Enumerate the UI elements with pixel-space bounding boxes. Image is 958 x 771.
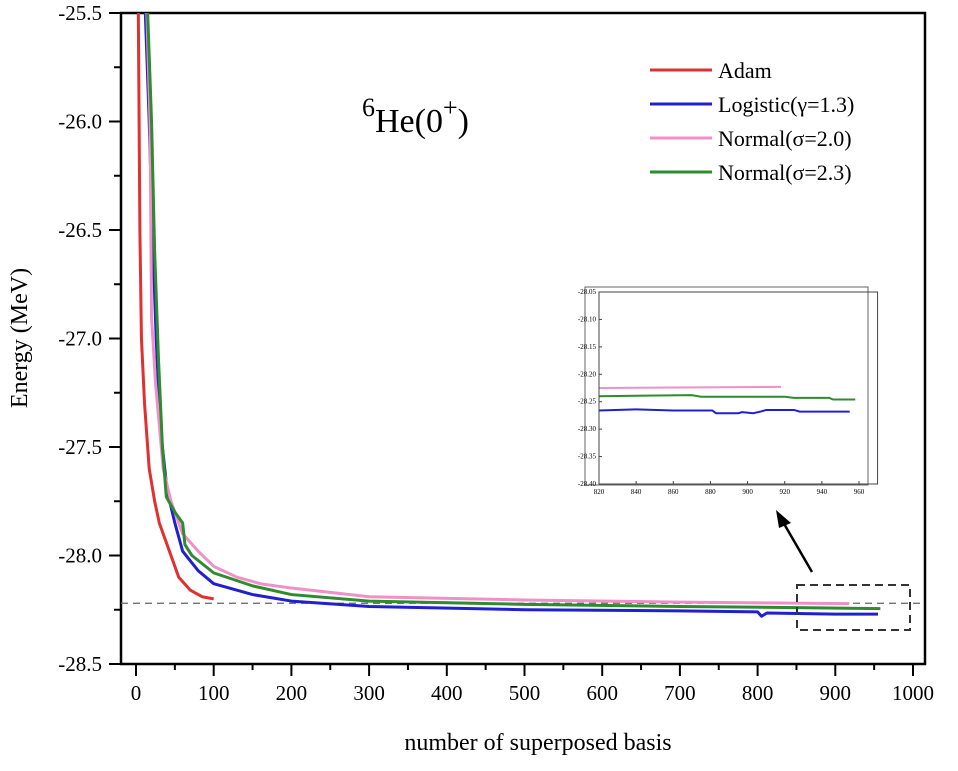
x-tick-label: 0 bbox=[131, 681, 142, 705]
zoom-region-box bbox=[796, 584, 911, 631]
x-tick-label: 400 bbox=[431, 681, 463, 705]
zoom-arrow bbox=[781, 521, 814, 573]
inset-y-tick-label: -28.10 bbox=[578, 315, 597, 323]
inset-x-tick-label: 900 bbox=[742, 488, 753, 496]
y-axis-label: Energy (MeV) bbox=[7, 268, 33, 408]
inset-x-tick-label: 880 bbox=[705, 488, 716, 496]
legend-label: Normal(σ=2.0) bbox=[718, 126, 852, 151]
series-line-normal-2-3- bbox=[146, 12, 881, 611]
inset-x-tick-label: 920 bbox=[779, 488, 790, 496]
y-tick-label: -27.0 bbox=[58, 327, 102, 351]
y-tick-label: -28.0 bbox=[58, 544, 102, 568]
inset-series-line-normal-2-3- bbox=[598, 394, 856, 401]
title-superscript: + bbox=[443, 93, 458, 122]
x-tick-label: 600 bbox=[586, 681, 618, 705]
x-tick-label: 300 bbox=[353, 681, 385, 705]
inset-x-tick-label: 940 bbox=[817, 488, 828, 496]
main-plot: 0 100 200 300 400 500 600 700 800 900 1000 -25.5 -26… bbox=[7, 1, 934, 756]
x-tick-label: 900 bbox=[820, 681, 852, 705]
legend-label: Logistic(γ=1.3) bbox=[718, 92, 854, 117]
inset-x-tick-label: 960 bbox=[854, 488, 865, 496]
inset-y-tick-label: -28.40 bbox=[578, 480, 597, 488]
x-tick-label: 500 bbox=[509, 681, 541, 705]
inset-series-line-logistic-1-3- bbox=[598, 408, 850, 415]
x-tick-label: 800 bbox=[742, 681, 774, 705]
inset-y-tick-label: -28.25 bbox=[578, 398, 597, 406]
x-tick-label: 1000 bbox=[892, 681, 934, 705]
inset-y-tick-label: -28.35 bbox=[578, 453, 597, 461]
inset-y-tick-label: -28.05 bbox=[578, 288, 597, 296]
inset-x-tick-label: 820 bbox=[594, 488, 605, 496]
y-tick-label: -28.5 bbox=[58, 652, 102, 676]
y-tick-label: -27.5 bbox=[58, 435, 102, 459]
series-line-adam bbox=[136, 12, 214, 601]
inset-plot: 820 840 860 880 900 920 940 960 -28.05 -28.10 -28.… bbox=[578, 286, 879, 496]
inset-frame bbox=[598, 291, 879, 485]
x-tick-label: 700 bbox=[664, 681, 696, 705]
y-tick-label: -25.5 bbox=[58, 1, 102, 25]
inset-series-line-normal-2-0- bbox=[598, 385, 782, 389]
legend-label: Normal(σ=2.3) bbox=[718, 160, 852, 185]
x-tick-label: 100 bbox=[198, 681, 230, 705]
chart-title: 6He(0+) bbox=[362, 93, 469, 140]
inset-y-tick-label: -28.15 bbox=[578, 343, 597, 351]
x-tick-label: 200 bbox=[276, 681, 308, 705]
title-nucleus: He(0 bbox=[375, 103, 443, 140]
legend-label: Adam bbox=[718, 58, 772, 83]
legend: Adam Logistic(γ=1.3) Normal(σ=2.0) Normal(σ… bbox=[650, 58, 854, 185]
title-mass-number: 6 bbox=[362, 93, 375, 122]
x-axis-label: number of superposed basis bbox=[404, 730, 671, 756]
inset-y-tick-label: -28.20 bbox=[578, 370, 597, 378]
inset-x-tick-label: 860 bbox=[668, 488, 679, 496]
title-close: ) bbox=[458, 103, 469, 140]
inset-x-tick-label: 840 bbox=[631, 488, 642, 496]
zoom-arrow-head bbox=[776, 510, 791, 528]
series-line-normal-2-0- bbox=[145, 12, 850, 606]
y-tick-label: -26.0 bbox=[58, 110, 102, 134]
inset-y-tick-label: -28.30 bbox=[578, 425, 597, 433]
y-tick-label: -26.5 bbox=[58, 218, 102, 242]
